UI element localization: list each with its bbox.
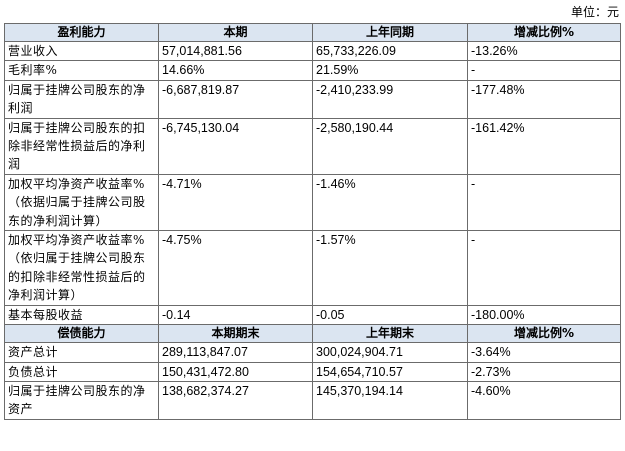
row-prior: -2,410,233.99 bbox=[312, 79, 468, 119]
debt-header-change: 增减比例% bbox=[467, 324, 621, 344]
row-change: - bbox=[467, 173, 621, 232]
debt-header-prior: 上年期末 bbox=[312, 324, 468, 344]
unit-label: 单位：元 bbox=[570, 5, 619, 19]
row-prior: -2,580,190.44 bbox=[312, 117, 468, 175]
profit-header-prior: 上年同期 bbox=[312, 23, 468, 42]
debt-header-row: 偿债能力 本期期末 上年期末 增减比例% bbox=[4, 324, 621, 344]
table-row: 加权平均净资产收益率%（依据归属于挂牌公司股东的净利润计算） -4.71% -1… bbox=[4, 173, 621, 232]
row-current: -6,745,130.04 bbox=[158, 117, 313, 175]
row-change: -180.00% bbox=[467, 304, 621, 326]
row-change: - bbox=[467, 230, 621, 306]
row-change: -3.64% bbox=[467, 342, 621, 363]
row-label: 归属于挂牌公司股东的净利润 bbox=[4, 79, 159, 119]
table-row: 加权平均净资产收益率%（依归属于挂牌公司股东的扣除非经常性损益后的净利润计算） … bbox=[4, 230, 621, 306]
table-row: 营业收入 57,014,881.56 65,733,226.09 -13.26% bbox=[4, 40, 621, 62]
financial-indicators-table: 盈利能力 本期 上年同期 增减比例% 营业收入 57,014,881.56 65… bbox=[4, 23, 621, 420]
row-label: 营业收入 bbox=[4, 40, 159, 62]
row-current: 57,014,881.56 bbox=[158, 40, 313, 62]
debt-header-current: 本期期末 bbox=[158, 324, 313, 344]
row-current: 14.66% bbox=[158, 60, 313, 81]
profit-header-label: 盈利能力 bbox=[4, 23, 159, 42]
row-change: -4.60% bbox=[467, 380, 621, 420]
row-change: -13.26% bbox=[467, 40, 621, 62]
row-label: 加权平均净资产收益率%（依据归属于挂牌公司股东的净利润计算） bbox=[4, 173, 159, 232]
row-label: 归属于挂牌公司股东的扣除非经常性损益后的净利润 bbox=[4, 117, 159, 175]
row-prior: 65,733,226.09 bbox=[312, 40, 468, 62]
profit-header-current: 本期 bbox=[158, 23, 313, 42]
table-row: 毛利率% 14.66% 21.59% - bbox=[4, 60, 621, 81]
row-change: -177.48% bbox=[467, 79, 621, 119]
row-change: - bbox=[467, 60, 621, 81]
debt-header-label: 偿债能力 bbox=[4, 324, 159, 344]
row-current: 138,682,374.27 bbox=[158, 380, 313, 420]
table-row: 归属于挂牌公司股东的扣除非经常性损益后的净利润 -6,745,130.04 -2… bbox=[4, 117, 621, 175]
row-change: -2.73% bbox=[467, 361, 621, 382]
profit-header-row: 盈利能力 本期 上年同期 增减比例% bbox=[4, 23, 621, 42]
table-row: 负债总计 150,431,472.80 154,654,710.57 -2.73… bbox=[4, 361, 621, 382]
row-prior: -1.57% bbox=[312, 230, 468, 306]
row-prior: 154,654,710.57 bbox=[312, 361, 468, 382]
row-change: -161.42% bbox=[467, 117, 621, 175]
row-current: -6,687,819.87 bbox=[158, 79, 313, 119]
row-label: 归属于挂牌公司股东的净资产 bbox=[4, 380, 159, 420]
row-current: -4.75% bbox=[158, 230, 313, 306]
profit-header-change: 增减比例% bbox=[467, 23, 621, 42]
table-row: 基本每股收益 -0.14 -0.05 -180.00% bbox=[4, 304, 621, 326]
row-current: -4.71% bbox=[158, 173, 313, 232]
table-row: 归属于挂牌公司股东的净资产 138,682,374.27 145,370,194… bbox=[4, 380, 621, 420]
row-label: 加权平均净资产收益率%（依归属于挂牌公司股东的扣除非经常性损益后的净利润计算） bbox=[4, 230, 159, 306]
row-label: 毛利率% bbox=[4, 60, 159, 81]
row-label: 基本每股收益 bbox=[4, 304, 159, 326]
row-prior: -0.05 bbox=[312, 304, 468, 326]
row-current: 150,431,472.80 bbox=[158, 361, 313, 382]
table-row: 归属于挂牌公司股东的净利润 -6,687,819.87 -2,410,233.9… bbox=[4, 79, 621, 119]
row-label: 负债总计 bbox=[4, 361, 159, 382]
table-row: 资产总计 289,113,847.07 300,024,904.71 -3.64… bbox=[4, 342, 621, 363]
row-prior: 145,370,194.14 bbox=[312, 380, 468, 420]
row-label: 资产总计 bbox=[4, 342, 159, 363]
row-prior: 21.59% bbox=[312, 60, 468, 81]
row-current: 289,113,847.07 bbox=[158, 342, 313, 363]
row-prior: 300,024,904.71 bbox=[312, 342, 468, 363]
row-prior: -1.46% bbox=[312, 173, 468, 232]
row-current: -0.14 bbox=[158, 304, 313, 326]
